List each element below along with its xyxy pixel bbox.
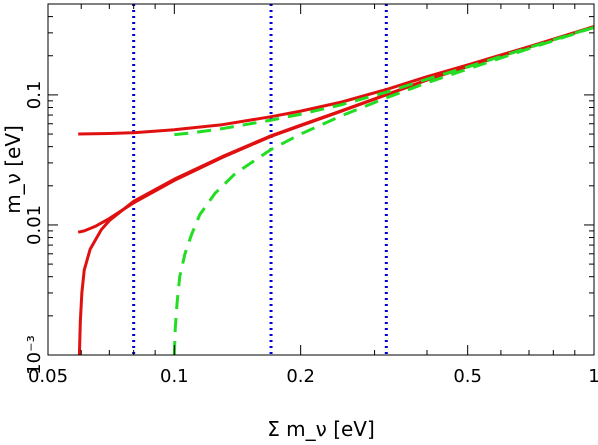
x-axis-label: Σ m_ν [eV] bbox=[267, 417, 375, 441]
tick-labels: 0.05 0.1 0.2 0.5 1 10⁻³ 0.01 0.1 bbox=[24, 81, 598, 387]
dashed-curve bbox=[174, 25, 594, 137]
plot-frame bbox=[47, 3, 595, 356]
x-tick-label: 0.5 bbox=[453, 366, 482, 387]
x-tick-label: 0.1 bbox=[160, 366, 189, 387]
y-tick-label: 0.01 bbox=[24, 205, 45, 245]
x-tick-label: 1 bbox=[588, 366, 598, 387]
plot-lines bbox=[77, 4, 594, 355]
x-tick-label: 0.05 bbox=[28, 366, 68, 387]
solid-curve bbox=[77, 25, 594, 234]
y-axis-label: m_ν [eV] bbox=[1, 125, 25, 214]
solid-curve bbox=[78, 25, 594, 136]
y-tick-label: 0.1 bbox=[24, 81, 45, 110]
x-tick-label: 0.2 bbox=[286, 366, 315, 387]
axis-ticks bbox=[47, 3, 595, 356]
y-tick-label: 10⁻³ bbox=[24, 335, 45, 375]
dashed-curve bbox=[172, 26, 594, 355]
